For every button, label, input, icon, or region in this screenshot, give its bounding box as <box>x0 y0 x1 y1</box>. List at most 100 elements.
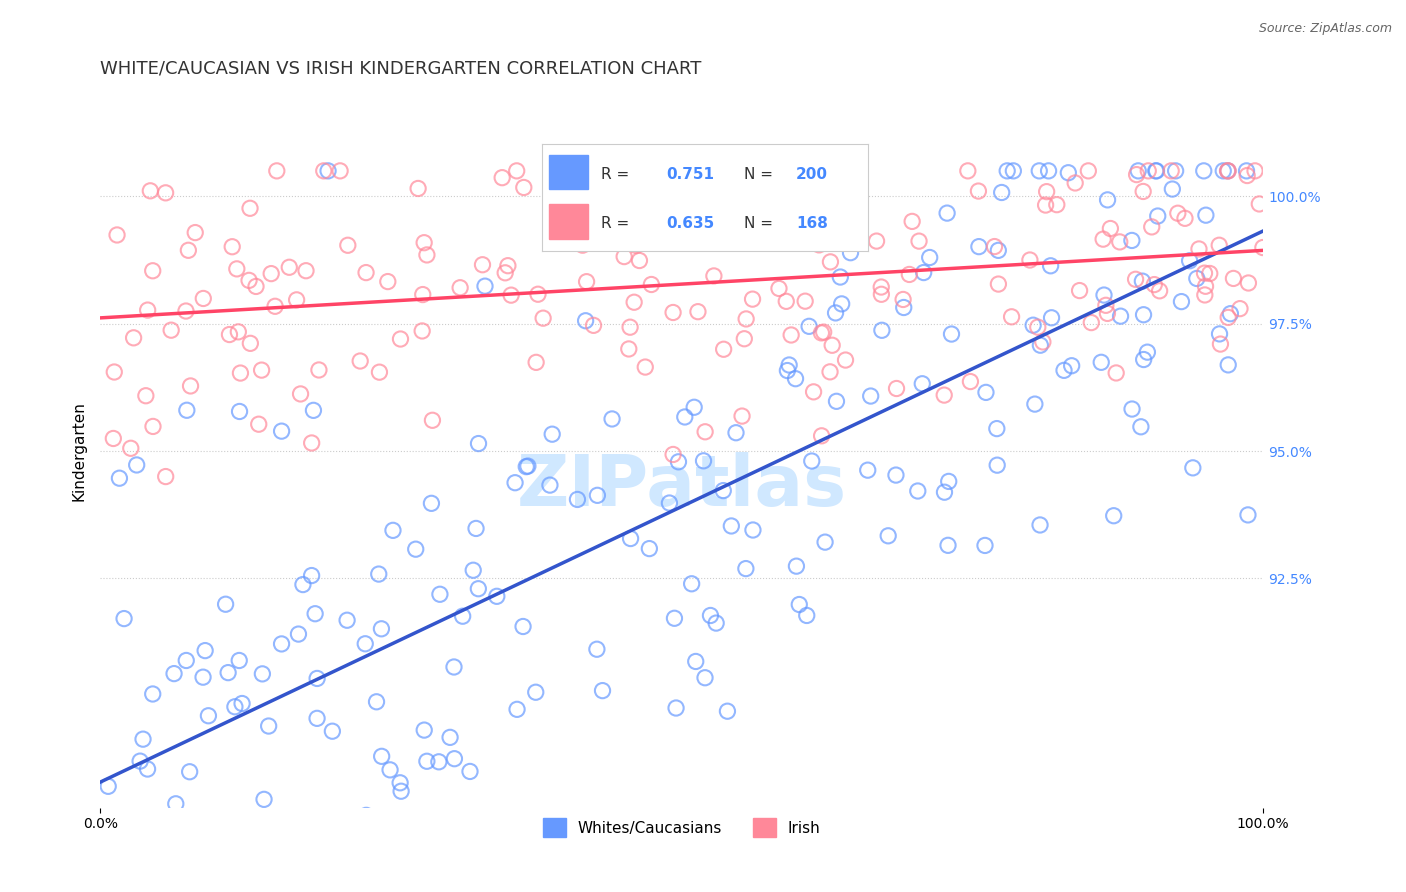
Point <box>907 483 929 498</box>
Point <box>494 266 516 280</box>
Point <box>558 164 581 178</box>
Point <box>142 419 165 434</box>
Point <box>734 561 756 575</box>
Point <box>967 239 990 253</box>
Point <box>1209 337 1232 351</box>
Point <box>516 459 538 474</box>
Point <box>412 287 434 301</box>
Point <box>307 672 329 686</box>
Point <box>592 683 614 698</box>
Point <box>449 281 471 295</box>
Point <box>959 375 981 389</box>
Point <box>467 436 489 450</box>
Point <box>1146 164 1168 178</box>
Point <box>1194 288 1216 302</box>
Point <box>908 234 931 248</box>
Point <box>1095 298 1118 312</box>
Point <box>197 708 219 723</box>
Point <box>1137 164 1160 178</box>
Point <box>465 521 488 535</box>
Point <box>1222 271 1244 285</box>
Point <box>886 382 908 396</box>
Point <box>1132 352 1154 367</box>
Point <box>228 404 250 418</box>
Point <box>814 535 837 549</box>
Point <box>713 343 735 357</box>
Point <box>285 293 308 307</box>
Point <box>495 811 517 825</box>
Point <box>685 655 707 669</box>
Point <box>1195 208 1218 222</box>
Point <box>349 354 371 368</box>
Point <box>941 326 963 341</box>
Point <box>103 432 125 446</box>
Point <box>239 336 262 351</box>
Point <box>936 206 959 220</box>
Point <box>179 764 201 779</box>
Point <box>938 475 960 489</box>
Point <box>474 279 496 293</box>
Point <box>575 275 598 289</box>
Point <box>865 234 887 248</box>
Point <box>1105 366 1128 380</box>
Point <box>122 331 145 345</box>
Point <box>1249 197 1271 211</box>
Point <box>733 332 755 346</box>
Point <box>775 294 797 309</box>
Point <box>697 227 720 242</box>
Point <box>1029 338 1052 352</box>
Point <box>665 701 688 715</box>
Point <box>1125 168 1147 182</box>
Point <box>1099 221 1122 235</box>
Point <box>484 823 506 838</box>
Text: Source: ZipAtlas.com: Source: ZipAtlas.com <box>1258 22 1392 36</box>
Point <box>112 611 135 625</box>
Point <box>253 792 276 806</box>
Point <box>1208 238 1230 252</box>
Point <box>586 488 609 502</box>
Point <box>638 541 661 556</box>
Point <box>776 363 799 377</box>
Point <box>810 429 832 443</box>
Point <box>1160 164 1182 178</box>
Point <box>427 755 450 769</box>
Point <box>1097 193 1119 207</box>
Point <box>661 192 683 206</box>
Point <box>699 608 721 623</box>
Point <box>97 780 120 794</box>
Point <box>176 403 198 417</box>
Point <box>515 459 537 474</box>
Point <box>818 365 841 379</box>
Point <box>416 248 439 262</box>
Point <box>239 202 262 216</box>
Point <box>664 611 686 625</box>
Point <box>245 279 267 293</box>
Point <box>132 732 155 747</box>
Point <box>825 394 848 409</box>
Point <box>1046 197 1069 211</box>
Point <box>142 687 165 701</box>
Point <box>830 270 852 285</box>
Point <box>1090 355 1112 369</box>
Point <box>231 697 253 711</box>
Point <box>247 417 270 432</box>
Point <box>1080 316 1102 330</box>
Point <box>524 355 547 369</box>
Point <box>1032 334 1054 349</box>
Point <box>1236 164 1258 178</box>
Point <box>496 259 519 273</box>
Point <box>191 670 214 684</box>
Point <box>129 754 152 768</box>
Point <box>934 388 956 402</box>
Point <box>742 523 765 537</box>
Point <box>416 754 439 768</box>
Text: WHITE/CAUCASIAN VS IRISH KINDERGARTEN CORRELATION CHART: WHITE/CAUCASIAN VS IRISH KINDERGARTEN CO… <box>100 60 702 78</box>
Point <box>266 164 288 178</box>
Point <box>990 186 1012 200</box>
Point <box>260 267 283 281</box>
Point <box>1132 308 1154 322</box>
Point <box>463 563 485 577</box>
Point <box>458 764 481 779</box>
Point <box>312 164 335 178</box>
Point <box>295 263 318 277</box>
